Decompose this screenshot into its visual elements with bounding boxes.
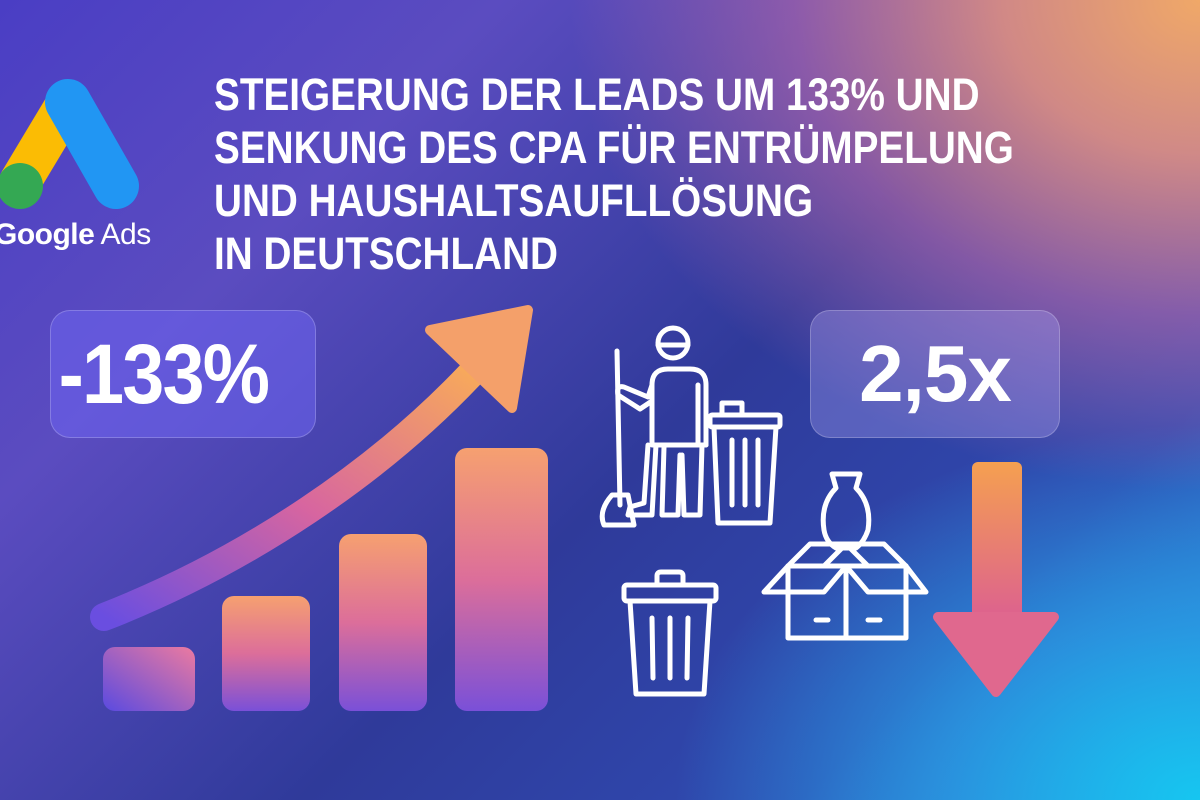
- google-ads-logo-icon: [0, 79, 139, 209]
- trend-up-arrow: [90, 361, 484, 631]
- title-line-4: IN DEUTSCHLAND: [214, 228, 558, 279]
- stat-card-leads: -133%: [50, 310, 316, 438]
- stat-value-cpa: 2,5x: [859, 329, 1012, 418]
- stat-card-cpa: 2,5x: [810, 310, 1060, 438]
- chart-bar-2: [222, 596, 310, 711]
- chart-bar-1: [103, 647, 195, 711]
- chart-bar-4: [455, 448, 548, 711]
- google-ads-wordmark: Google Ads: [0, 218, 151, 252]
- title-line-3: UND HAUSHALTSAUFLLÖSUNG: [214, 175, 814, 226]
- brand-ads: Ads: [100, 218, 152, 251]
- title-line-2: SENKUNG DES CPA FÜR ENTRÜMPELUNG: [214, 122, 1014, 173]
- stat-value-leads: -133%: [58, 326, 269, 421]
- cleaning-worker-with-broom-icon: [599, 325, 783, 528]
- down-arrow-icon: [933, 462, 1059, 697]
- title-line-1: STEIGERUNG DER LEADS UM 133% UND: [214, 69, 980, 120]
- brand-google: Google: [0, 218, 95, 251]
- chart-bar-3: [339, 534, 427, 711]
- open-box-with-vase-icon: [761, 471, 929, 641]
- trash-can-icon: [621, 569, 719, 697]
- page-title: STEIGERUNG DER LEADS UM 133% UND SENKUNG…: [214, 68, 1014, 280]
